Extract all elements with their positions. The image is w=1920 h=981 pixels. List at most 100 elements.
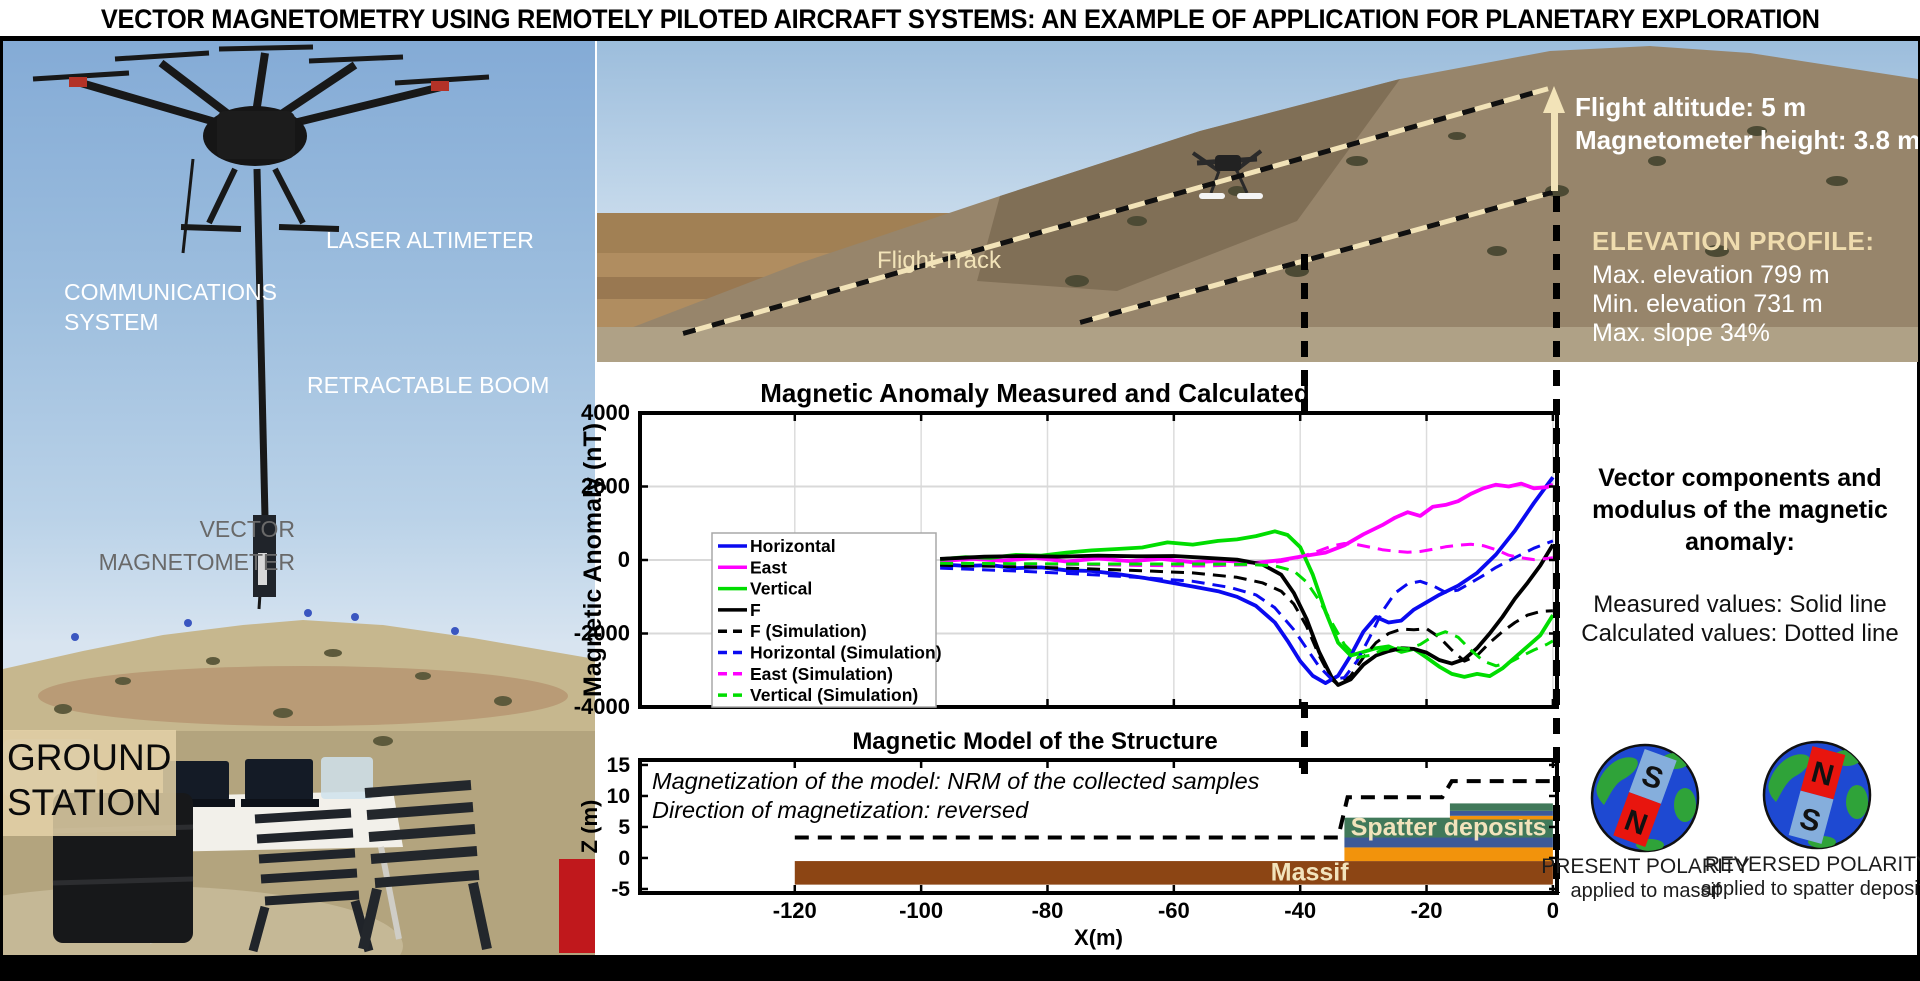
series-vertical-simulation-: [940, 561, 1554, 668]
globe-reversed-polarity-icon: N S: [1762, 740, 1872, 850]
note-line-2: modulus of the magnetic: [1592, 496, 1888, 524]
surface-profile-line: [794, 779, 1555, 840]
note-calculated: Calculated values: Dotted line: [1581, 620, 1899, 647]
legend-label: East (Simulation): [750, 664, 893, 684]
hill-shadow: [977, 79, 1400, 291]
series-east: [939, 481, 1554, 565]
right-photo-scenery: [597, 46, 1918, 362]
legend-box: [711, 532, 937, 708]
block-spatter-green-2: [1449, 803, 1553, 811]
caption-present-sub: applied to massif: [1570, 880, 1721, 902]
title-bar: VECTOR MAGNETOMETRY USING REMOTELY PILOT…: [0, 0, 1920, 36]
reference-dash-line-left-lower: [1301, 702, 1308, 774]
bottom-bar: [3, 955, 1917, 978]
photo-foreground: [597, 327, 1918, 362]
plastic-box: [321, 757, 373, 799]
figure-title: VECTOR MAGNETOMETRY USING REMOTELY PILOT…: [100, 4, 1820, 34]
label-magnetometer-height: Magnetometer height: 3.8 m: [1575, 125, 1918, 155]
label-vector-magnetometer: VECTOR MAGNETOMETER: [98, 516, 295, 575]
legend-label: Vertical: [750, 579, 812, 599]
label-max-elevation: Max. elevation 799 m: [1592, 261, 1830, 289]
legend-label: Horizontal: [750, 536, 836, 556]
caption-present-title: PRESENT POLARITY: [1541, 855, 1750, 878]
block-spatter-orange-2: [1449, 815, 1553, 820]
ytick-label: -4000: [574, 694, 630, 719]
label-elevation-profile: ELEVATION PROFILE:: [1592, 226, 1875, 256]
anomaly-chart: 4000 2000 0 -2000 -4000 Magnetic Anomaly Meas…: [574, 378, 1559, 719]
left-photo: LASER ALTIMETER COMMUNICATIONS SYSTEM RE…: [3, 41, 595, 955]
xtick-label: 0: [1547, 898, 1559, 923]
label-retractable-boom: RETRACTABLE BOOM: [307, 372, 550, 398]
block-spatter-navy-2: [1449, 810, 1553, 816]
mini-drone-icon: [1191, 149, 1263, 199]
label-min-elevation: Min. elevation 731 m: [1592, 290, 1823, 318]
series-f-simulation-: [940, 564, 1553, 687]
ytick-label: 5: [618, 816, 630, 839]
label-communications-system: COMMUNICATIONS SYSTEM: [64, 279, 277, 335]
ytick-label: 15: [607, 754, 631, 777]
vector-components-note: Vector components and modulus of the mag…: [1575, 462, 1905, 558]
model-annotation: Direction of magnetization: reversed: [652, 797, 1029, 823]
block-spatter-navy-1: [1344, 837, 1553, 848]
series-horizontal: [939, 476, 1555, 685]
flight-altitude-block: Flight altitude: 5 m Magnetometer height…: [1575, 91, 1918, 157]
label-flight-altitude: Flight altitude: 5 m: [1575, 92, 1807, 122]
series-horizontal-simulation-: [940, 539, 1554, 681]
block-label-massif: Massif: [1271, 859, 1349, 887]
ytick-label: 4000: [581, 400, 630, 425]
yaxis-label: Z (m): [577, 800, 602, 854]
xtick-label: -60: [1158, 898, 1190, 923]
model-annotation: Magnetization of the model: NRM of the c…: [652, 768, 1260, 794]
note-line-1: Vector components and: [1598, 464, 1882, 492]
rpas-drone-body: [69, 77, 449, 597]
block-spatter-green-1: [1344, 817, 1553, 838]
people-dots: [71, 609, 459, 641]
series-f: [940, 543, 1555, 687]
right-photo: Flight altitude: 5 m Magnetometer height…: [597, 41, 1918, 362]
note-measured: Measured values: Solid line: [1593, 591, 1887, 618]
label-ground-station: GROUND STATION: [7, 737, 172, 823]
ground-station-label-box: [3, 730, 176, 836]
xtick-label: -80: [1032, 898, 1064, 923]
altitude-arrow-icon: [1543, 86, 1565, 113]
yaxis-label: Magnetic Anomaly (nT): [579, 423, 607, 697]
label-laser-altimeter: LASER ALTIMETER: [326, 227, 534, 253]
label-flight-track: Flight Track: [877, 247, 1002, 274]
ytick-label: 2000: [581, 474, 630, 499]
chart-title: Magnetic Model of the Structure: [852, 728, 1217, 755]
xtick-label: -120: [773, 898, 817, 923]
laptop-icon: [241, 759, 319, 807]
bar-magnet-present: S N: [1613, 748, 1677, 848]
block-spatter-orange-1: [1344, 847, 1553, 862]
laptop-icon: [159, 761, 235, 807]
altitude-arrow-shaft: [1551, 111, 1558, 191]
xtick-label: -40: [1284, 898, 1316, 923]
caption-reversed-sub: applied to spatter deposits: [1700, 878, 1920, 900]
legend-label: Vertical (Simulation): [750, 685, 918, 705]
ytick-label: 0: [618, 547, 630, 572]
xaxis-label: X(m): [1074, 925, 1123, 950]
legend-label: East: [750, 557, 787, 577]
red-case: [559, 859, 595, 953]
ytick-label: -5: [611, 878, 630, 901]
dirt-band: [38, 666, 568, 726]
series-east-simulation-: [940, 542, 1554, 568]
bar-magnet-reversed: N S: [1788, 746, 1846, 844]
reference-dash-line-right: [1553, 196, 1560, 893]
legend-label: F: [750, 600, 761, 620]
xtick-label: -100: [899, 898, 943, 923]
line-style-note: Measured values: Solid line Calculated v…: [1560, 590, 1920, 648]
legend-label: Horizontal (Simulation): [750, 643, 942, 663]
reference-dash-line-left: [1301, 254, 1308, 412]
polarity-globes: S N N S: [1590, 740, 1872, 853]
note-line-3: anomaly:: [1685, 528, 1795, 556]
caption-present-polarity: PRESENT POLARITY applied to massif: [1528, 854, 1763, 904]
label-max-slope: Max. slope 34%: [1592, 319, 1770, 347]
caption-reversed-polarity: REVERSED POLARITY applied to spatter dep…: [1690, 852, 1920, 902]
scrub-dots: [54, 649, 512, 746]
ytick-label: 10: [607, 785, 630, 808]
caption-reversed-title: REVERSED POLARITY: [1704, 853, 1920, 876]
